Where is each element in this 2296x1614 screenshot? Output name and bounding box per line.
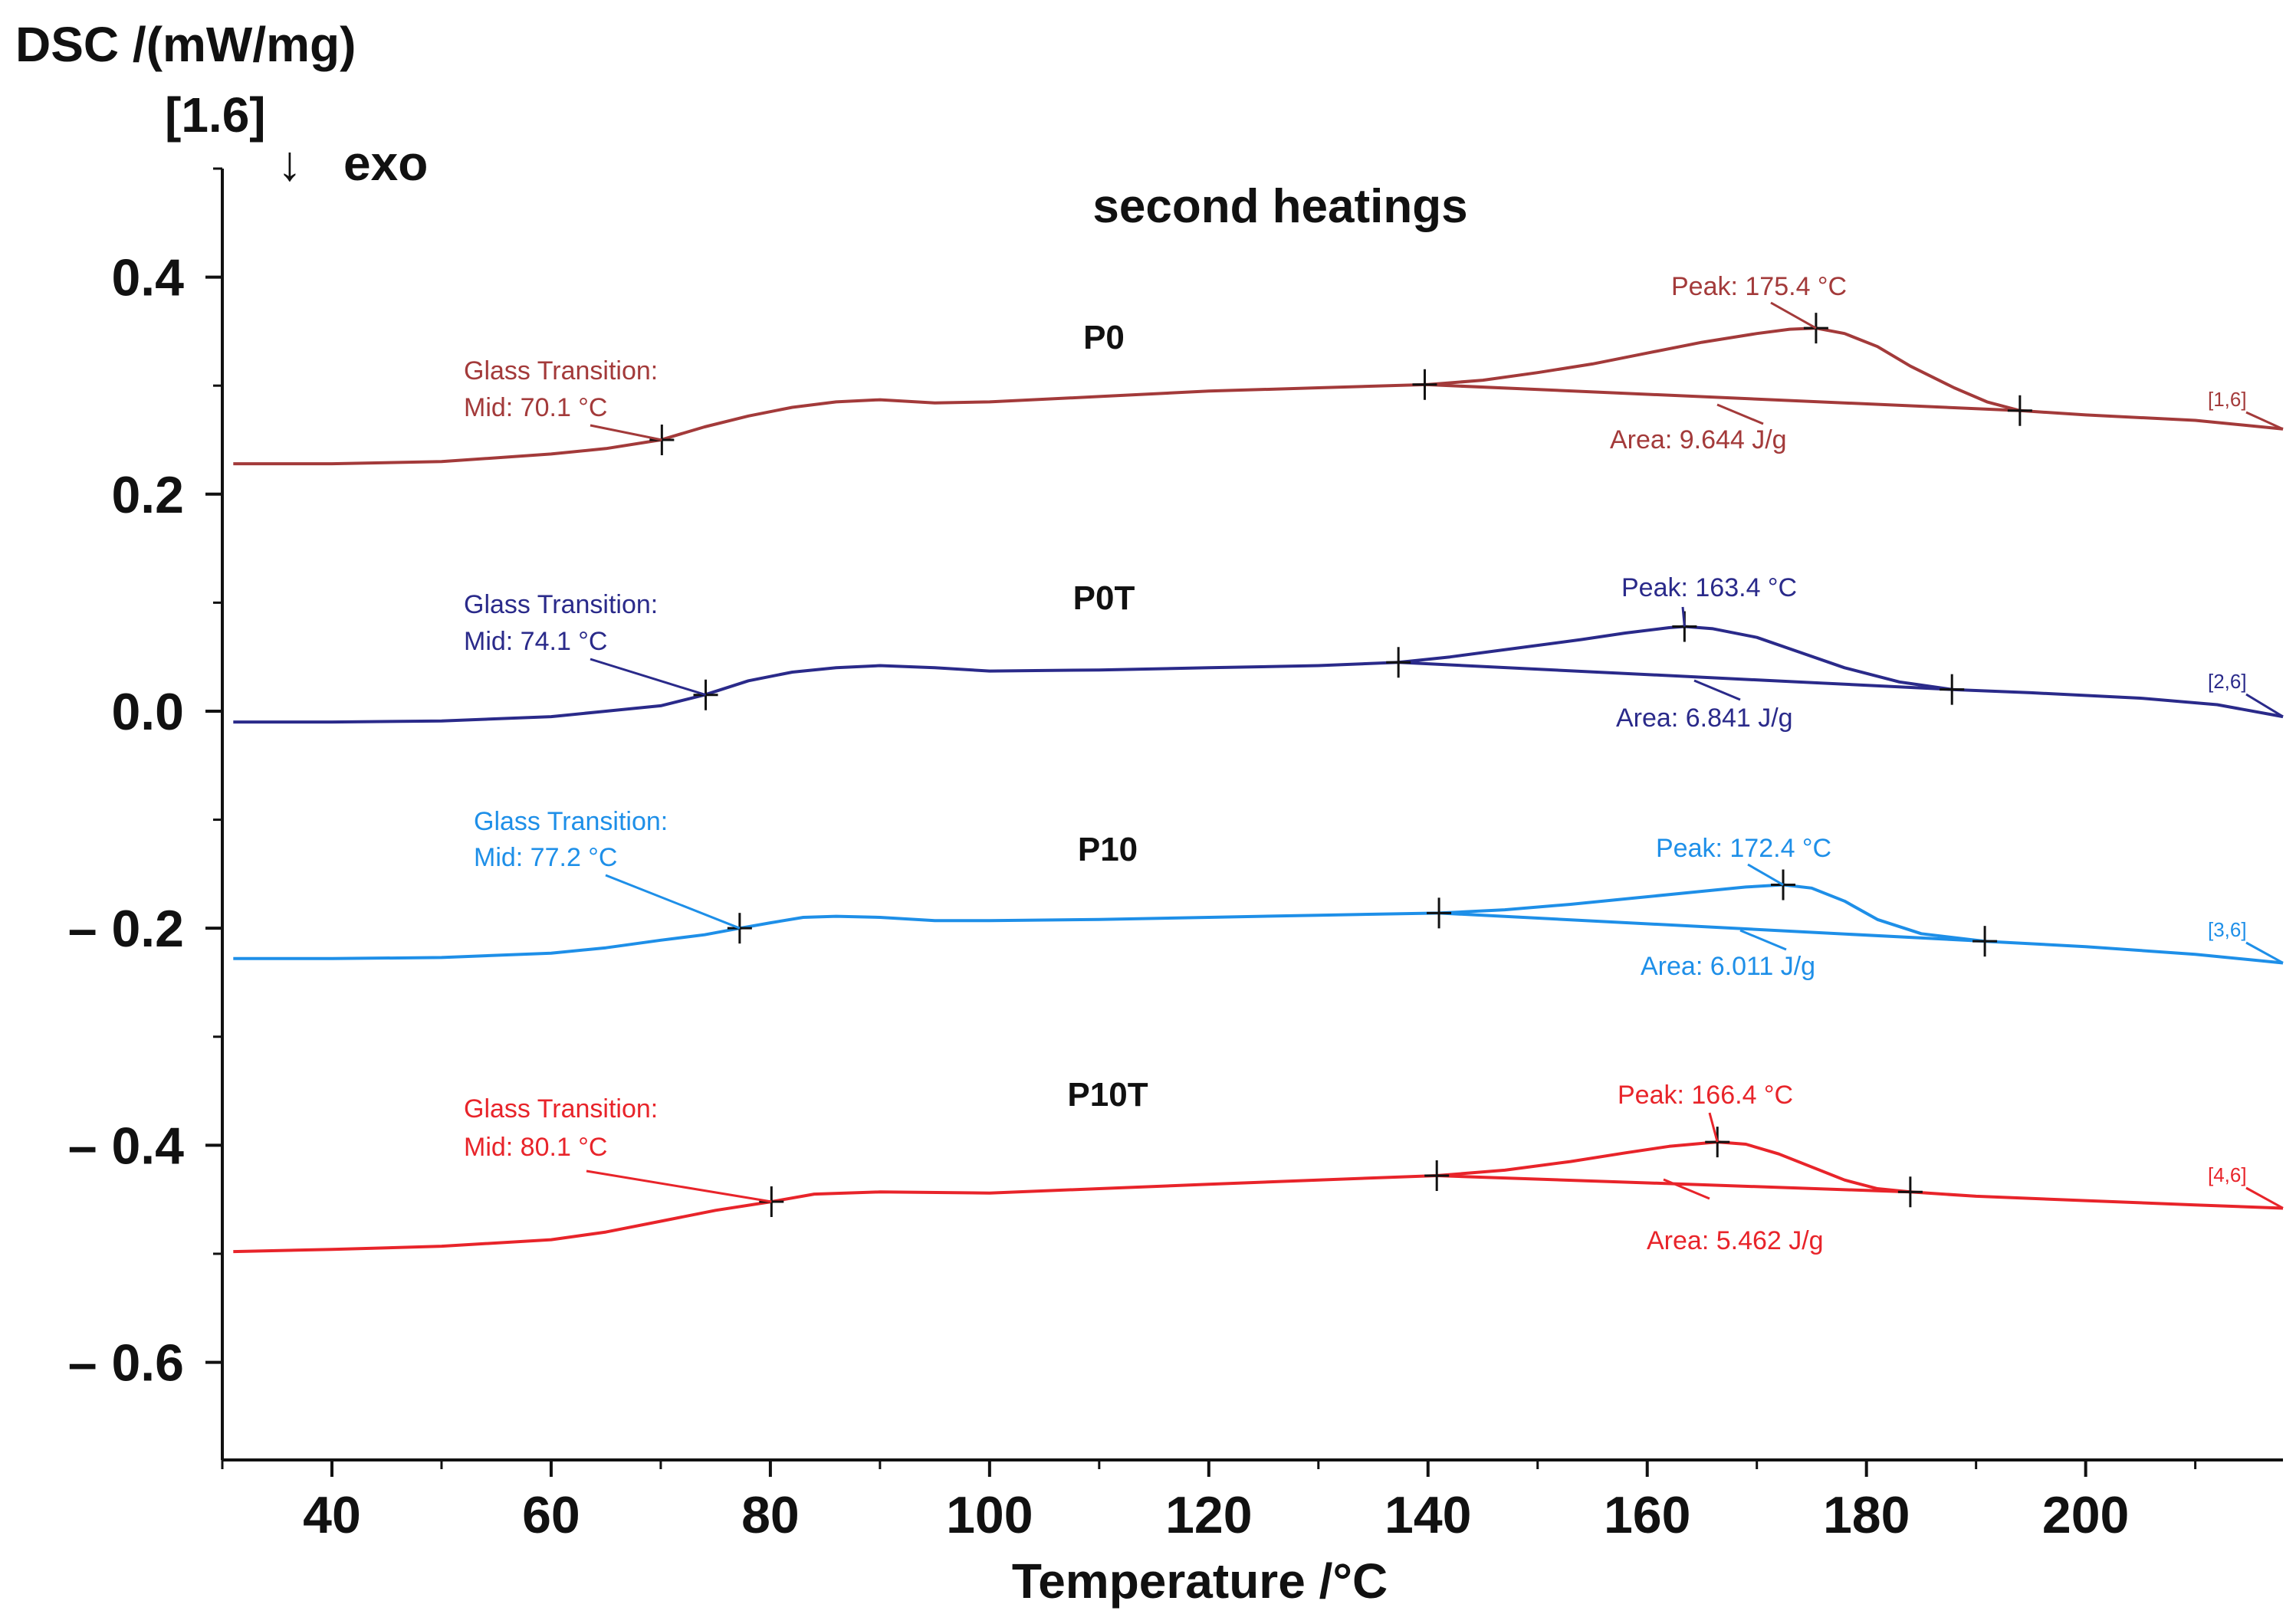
glass-transition-mid: Mid: 80.1 °C — [464, 1133, 607, 1162]
glass-transition-label: Glass Transition: — [464, 356, 658, 385]
glass-transition-leader — [605, 874, 741, 930]
dsc-curve — [233, 326, 2284, 466]
peak-leader — [1770, 301, 1817, 330]
y-axis-bracket: [1.6] — [165, 87, 266, 143]
bracket-leader — [2245, 1186, 2284, 1209]
curve-bracket-label: [3,6] — [2208, 918, 2247, 941]
peak-label: Peak: 163.4 °C — [1621, 573, 1797, 602]
plot-title: second heatings — [1092, 180, 1467, 233]
glass-transition-leader — [590, 424, 662, 441]
glass-transition-label: Glass Transition: — [474, 807, 668, 836]
series-name-label: P10 — [1078, 831, 1138, 868]
area-label: Area: 6.841 J/g — [1616, 704, 1793, 733]
exo-arrow-icon: ↓ — [278, 136, 302, 191]
peak-label: Peak: 172.4 °C — [1656, 834, 1831, 863]
y-tick-label: – 0.6 — [68, 1334, 184, 1393]
glass-transition-label: Glass Transition: — [464, 590, 658, 619]
area-leader — [1663, 1178, 1710, 1200]
y-tick-label: – 0.2 — [68, 900, 184, 958]
x-tick-label: 40 — [303, 1486, 361, 1544]
y-tick-label: – 0.4 — [68, 1117, 184, 1175]
area-leader — [1716, 403, 1764, 425]
series-layer: P0 Glass Transition: Mid: 70.1 °C Peak: 175… — [233, 272, 2284, 1255]
glass-transition-leader — [586, 1169, 772, 1203]
integration-baseline — [1438, 911, 1986, 943]
dsc-curve — [233, 883, 2284, 965]
glass-transition-mid: Mid: 77.2 °C — [474, 843, 617, 872]
glass-transition-mid: Mid: 74.1 °C — [464, 627, 607, 656]
peak-label: Peak: 166.4 °C — [1618, 1081, 1793, 1110]
glass-transition-label: Glass Transition: — [464, 1094, 658, 1124]
x-tick-label: 100 — [946, 1486, 1033, 1544]
curve-bracket-label: [2,6] — [2208, 670, 2247, 693]
peak-leader — [1747, 863, 1784, 886]
y-ticks: 0.4 0.2 0.0 – 0.2 – 0.4 – 0.6 — [68, 167, 222, 1393]
x-tick-label: 180 — [1823, 1486, 1910, 1544]
peak-label: Peak: 175.4 °C — [1671, 272, 1847, 301]
integration-baseline — [1398, 661, 1953, 691]
area-leader — [1693, 679, 1741, 701]
series-p10t: P10T Glass Transition: Mid: 80.1 °C Peak: 1… — [233, 1076, 2284, 1255]
series-name-label: P0 — [1083, 319, 1125, 356]
x-tick-label: 200 — [2042, 1486, 2129, 1544]
peak-leader — [1708, 1112, 1719, 1143]
curve-bracket-label: [4,6] — [2208, 1163, 2247, 1186]
y-tick-label: 0.4 — [111, 249, 184, 307]
area-label: Area: 6.011 J/g — [1641, 952, 1815, 981]
area-label: Area: 5.462 J/g — [1647, 1226, 1824, 1255]
area-label: Area: 9.644 J/g — [1610, 425, 1787, 454]
x-axis-title: Temperature /°C — [1012, 1553, 1388, 1609]
x-tick-label: 160 — [1604, 1486, 1690, 1544]
y-tick-label: 0.0 — [111, 683, 184, 741]
peak-leader — [1681, 606, 1686, 627]
x-tick-label: 80 — [741, 1486, 800, 1544]
bracket-leader — [2245, 411, 2284, 431]
series-name-label: P0T — [1073, 579, 1135, 617]
series-name-label: P10T — [1067, 1076, 1148, 1114]
bracket-leader — [2245, 941, 2284, 964]
x-tick-label: 140 — [1384, 1486, 1471, 1544]
series-p0t: P0T Glass Transition: Mid: 74.1 °C Peak: 16… — [233, 573, 2284, 733]
curve-bracket-label: [1,6] — [2208, 388, 2247, 411]
dsc-curve — [233, 1140, 2284, 1254]
bracket-leader — [2245, 693, 2284, 718]
series-p10: P10 Glass Transition: Mid: 77.2 °C Peak: 17… — [233, 807, 2284, 981]
integration-baseline — [1424, 382, 2020, 412]
x-tick-label: 120 — [1165, 1486, 1252, 1544]
exo-label: exo — [343, 136, 428, 191]
series-p0: P0 Glass Transition: Mid: 70.1 °C Peak: 175… — [233, 272, 2284, 466]
area-leader — [1739, 929, 1787, 951]
glass-transition-mid: Mid: 70.1 °C — [464, 393, 607, 422]
y-axis-title: DSC /(mW/mg) — [15, 17, 356, 72]
x-ticks: 40 60 80 100 120 140 160 180 200 — [221, 1460, 2197, 1544]
y-tick-label: 0.2 — [111, 466, 184, 524]
glass-transition-leader — [590, 658, 706, 697]
x-tick-label: 60 — [522, 1486, 580, 1544]
